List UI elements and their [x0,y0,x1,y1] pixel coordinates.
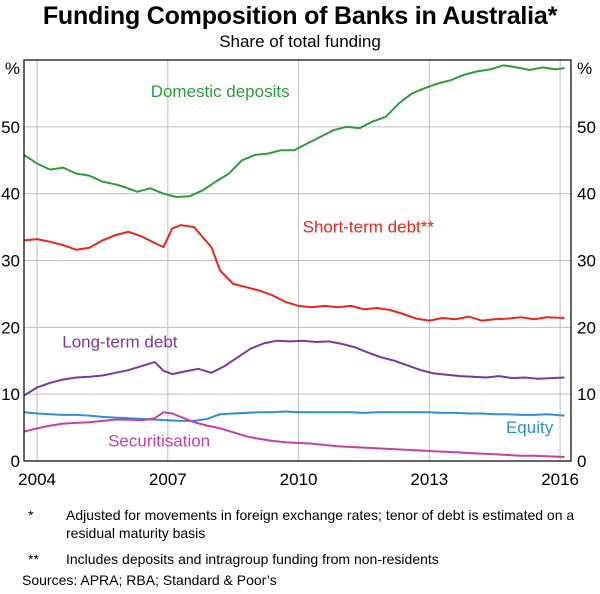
series-line-domestic-deposits [23,64,565,198]
x-tick-label-2004: 2004 [18,470,56,489]
sources: Sources: APRA; RBA; Standard & Poor’s [22,572,277,588]
y-tick-label-right-10: 10 [577,385,596,404]
y-tick-label-right-0: 0 [577,452,586,471]
y-tick-label-left-40: 40 [1,185,20,204]
y-tick-label-right-20: 20 [577,318,596,337]
series-line-long-term-debt [23,339,565,397]
series-label-securitisation: Securitisation [108,431,210,450]
y-tick-label-left-0: 0 [11,452,20,471]
y-tick-label-left-10: 10 [1,385,20,404]
x-tick-label-2010: 2010 [280,470,318,489]
y-tick-label-right-50: 50 [577,118,596,137]
x-tick-label-2016: 2016 [541,470,579,489]
series-label-long-term-debt: Long-term debt [62,332,178,351]
grid-lines [24,60,571,461]
series-line-short-term-debt [23,224,565,322]
plot-frame [23,59,572,462]
y-tick-label-left-30: 30 [1,252,20,271]
chart-title: Funding Composition of Banks in Australi… [42,2,558,30]
footnote-1-text: Adjusted for movements in foreign exchan… [66,507,575,541]
footnote-2-text: Includes deposits and intragroup funding… [66,551,439,567]
y-tick-label-left-50: 50 [1,118,20,137]
x-tick-label-2013: 2013 [410,470,448,489]
footnote-2-mark: ** [28,551,39,567]
line-chart: 0 0 10 10 20 20 30 30 40 40 50 50% % 2004 2007 2010 2013… [1,59,596,489]
y-tick-label-left-20: 20 [1,318,20,337]
y-unit-label-left: % [5,59,20,78]
series-lines [23,64,565,458]
y-tick-label-right-30: 30 [577,252,596,271]
y-unit-label-right: % [577,59,592,78]
axis-labels: 0 0 10 10 20 20 30 30 40 40 50 50% % 2004 2007 2010 2013… [1,59,596,489]
y-tick-label-right-40: 40 [577,185,596,204]
series-label-equity: Equity [506,418,554,437]
x-tick-label-2007: 2007 [149,470,187,489]
chart-subtitle: Share of total funding [219,32,381,51]
series-line-securitisation [23,411,565,458]
series-label-short-term-debt: Short-term debt** [303,217,435,236]
series-label-domestic-deposits: Domestic deposits [151,82,290,101]
plot-border [23,59,572,462]
series-labels: Domestic deposits Short-term debt** Long-t… [62,82,553,451]
series-line-equity [23,410,565,422]
footnote-1-mark: * [28,507,34,523]
